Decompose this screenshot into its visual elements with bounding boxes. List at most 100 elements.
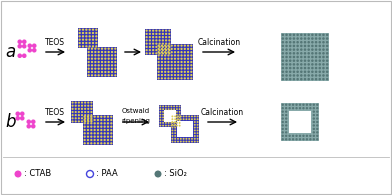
Circle shape xyxy=(179,105,181,107)
Circle shape xyxy=(174,64,176,66)
Circle shape xyxy=(78,114,80,116)
Circle shape xyxy=(285,124,287,127)
Circle shape xyxy=(312,110,315,113)
Circle shape xyxy=(71,108,74,110)
Circle shape xyxy=(90,136,93,138)
Circle shape xyxy=(315,48,318,51)
Circle shape xyxy=(281,59,284,62)
Circle shape xyxy=(107,71,110,73)
Circle shape xyxy=(82,32,84,34)
Circle shape xyxy=(311,74,314,77)
Circle shape xyxy=(293,67,295,69)
Circle shape xyxy=(92,45,94,48)
Circle shape xyxy=(155,39,158,42)
Circle shape xyxy=(94,142,96,144)
Circle shape xyxy=(316,128,318,130)
Circle shape xyxy=(316,131,318,134)
Circle shape xyxy=(31,120,36,124)
Circle shape xyxy=(111,64,113,66)
Circle shape xyxy=(190,61,192,63)
Circle shape xyxy=(281,70,284,73)
Circle shape xyxy=(281,135,284,137)
Circle shape xyxy=(155,43,158,45)
Circle shape xyxy=(187,44,189,47)
Circle shape xyxy=(322,74,325,77)
Circle shape xyxy=(300,48,303,51)
Circle shape xyxy=(18,53,22,58)
Text: a: a xyxy=(5,43,15,61)
Circle shape xyxy=(97,139,99,141)
Circle shape xyxy=(160,119,162,121)
Circle shape xyxy=(85,28,87,31)
Circle shape xyxy=(165,43,167,45)
Circle shape xyxy=(91,67,93,70)
Circle shape xyxy=(84,101,86,104)
Circle shape xyxy=(87,139,89,141)
Circle shape xyxy=(300,52,303,55)
Circle shape xyxy=(160,111,162,113)
Circle shape xyxy=(87,126,89,128)
Circle shape xyxy=(304,63,306,66)
Circle shape xyxy=(90,111,93,113)
Circle shape xyxy=(98,51,100,53)
Circle shape xyxy=(162,49,164,51)
Circle shape xyxy=(296,70,299,73)
Circle shape xyxy=(97,119,99,121)
Circle shape xyxy=(90,101,93,104)
Circle shape xyxy=(285,110,287,113)
Circle shape xyxy=(322,70,325,73)
Circle shape xyxy=(87,129,89,131)
Circle shape xyxy=(152,36,154,38)
Circle shape xyxy=(94,115,96,118)
Circle shape xyxy=(285,131,287,134)
Circle shape xyxy=(81,101,83,104)
Circle shape xyxy=(162,114,164,116)
Circle shape xyxy=(110,132,113,135)
Circle shape xyxy=(158,44,160,47)
Circle shape xyxy=(173,122,175,124)
Circle shape xyxy=(87,114,89,116)
Circle shape xyxy=(179,122,181,124)
Circle shape xyxy=(174,141,176,143)
Circle shape xyxy=(285,34,288,36)
Circle shape xyxy=(104,54,107,57)
Circle shape xyxy=(168,125,170,127)
Circle shape xyxy=(307,78,310,81)
Circle shape xyxy=(326,45,328,47)
Circle shape xyxy=(311,45,314,47)
Circle shape xyxy=(190,58,192,60)
Circle shape xyxy=(94,51,96,53)
Circle shape xyxy=(312,138,315,140)
Circle shape xyxy=(183,141,185,143)
Circle shape xyxy=(111,58,113,60)
Circle shape xyxy=(183,118,185,120)
Circle shape xyxy=(171,108,172,110)
Circle shape xyxy=(179,119,181,121)
Bar xyxy=(87,47,117,77)
Circle shape xyxy=(315,52,318,55)
Circle shape xyxy=(285,56,288,58)
Circle shape xyxy=(98,71,100,73)
Circle shape xyxy=(326,78,328,81)
Circle shape xyxy=(101,67,103,70)
Circle shape xyxy=(165,33,167,35)
Circle shape xyxy=(190,71,192,73)
Circle shape xyxy=(315,78,318,81)
Circle shape xyxy=(173,125,175,127)
Circle shape xyxy=(197,118,199,120)
Circle shape xyxy=(20,116,25,121)
Circle shape xyxy=(180,54,183,57)
Circle shape xyxy=(78,42,81,44)
Circle shape xyxy=(98,64,100,66)
Circle shape xyxy=(285,70,288,73)
Circle shape xyxy=(18,39,22,44)
Circle shape xyxy=(82,42,84,44)
Circle shape xyxy=(101,71,103,73)
Circle shape xyxy=(149,49,151,51)
Circle shape xyxy=(180,44,183,47)
Circle shape xyxy=(285,78,288,81)
Circle shape xyxy=(304,56,306,58)
Circle shape xyxy=(161,71,163,73)
Circle shape xyxy=(167,64,170,66)
Circle shape xyxy=(173,108,175,110)
